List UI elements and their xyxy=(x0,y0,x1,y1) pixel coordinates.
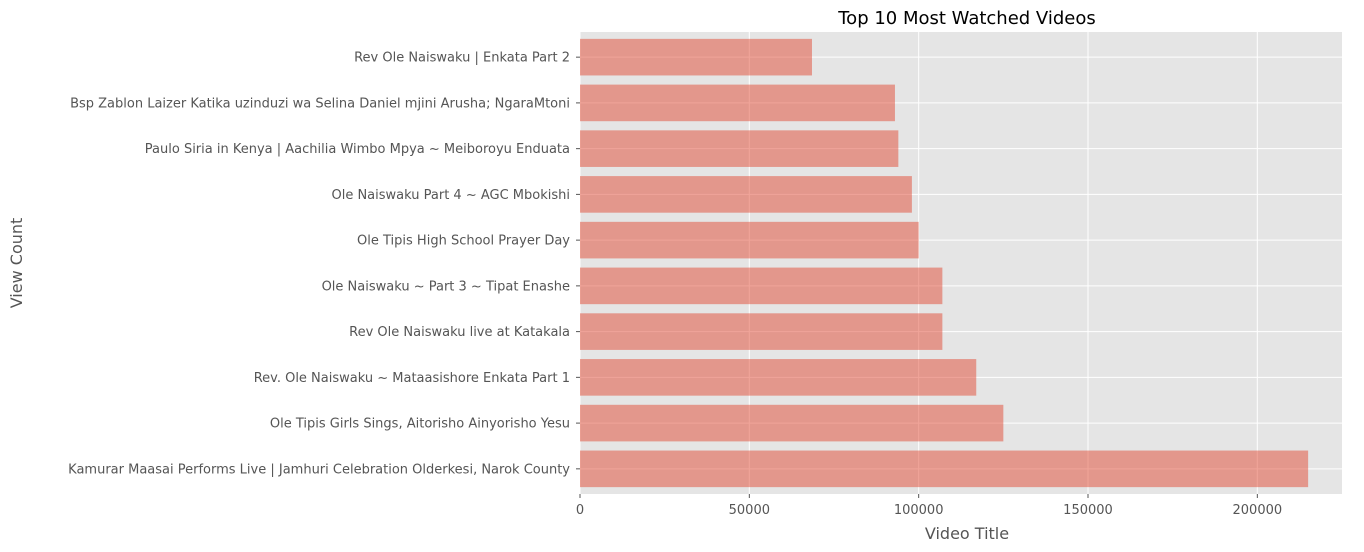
bar xyxy=(580,359,977,396)
y-tick-label: Ole Tipis Girls Sings, Aitorisho Ainyori… xyxy=(270,417,570,432)
y-tick-label: Rev Ole Naiswaku live at Katakala xyxy=(349,325,570,340)
x-tick-label: 50000 xyxy=(729,503,770,518)
bar xyxy=(580,221,919,259)
y-tick-label: Ole Naiswaku Part 4 ~ AGC Mbokishi xyxy=(331,188,570,203)
bar xyxy=(580,313,943,350)
bars xyxy=(580,38,1309,488)
x-tick-label: 100000 xyxy=(894,503,944,518)
y-tick-label: Rev. Ole Naiswaku ~ Mataasishore Enkata … xyxy=(254,371,570,386)
bar xyxy=(580,84,895,122)
y-tick-label: Ole Tipis High School Prayer Day xyxy=(357,234,570,249)
bar xyxy=(580,267,943,305)
y-tick-label: Bsp Zablon Laizer Katika uzinduzi wa Sel… xyxy=(70,96,570,111)
x-tick-label: 0 xyxy=(576,503,584,518)
bar xyxy=(580,130,899,167)
bar xyxy=(580,450,1309,488)
y-axis-label: View Count xyxy=(7,218,26,309)
x-tick-label: 150000 xyxy=(1063,503,1113,518)
bar xyxy=(580,38,812,76)
x-axis-label: Video Title xyxy=(925,524,1009,543)
bar xyxy=(580,176,912,213)
x-tick-label: 200000 xyxy=(1233,503,1283,518)
y-tick-label: Kamurar Maasai Performs Live | Jamhuri C… xyxy=(68,462,570,477)
x-tick-labels: 0 50000 100000 150000 200000 xyxy=(576,494,1282,518)
y-tick-labels: Kamurar Maasai Performs Live | Jamhuri C… xyxy=(68,51,580,477)
bar xyxy=(580,404,1004,442)
y-tick-label: Ole Naiswaku ~ Part 3 ~ Tipat Enashe xyxy=(322,279,570,294)
chart-title: Top 10 Most Watched Videos xyxy=(837,8,1096,29)
y-tick-label: Rev Ole Naiswaku | Enkata Part 2 xyxy=(354,51,570,66)
y-tick-label: Paulo Siria in Kenya | Aachilia Wimbo Mp… xyxy=(145,142,570,157)
